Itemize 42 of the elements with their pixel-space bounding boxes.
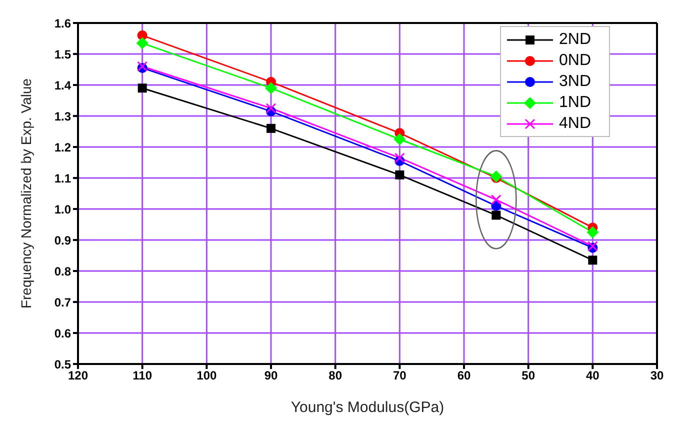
x-axis-title: Young's Modulus(GPa) — [290, 399, 444, 416]
x-tick-label: 60 — [457, 368, 471, 383]
point — [394, 133, 406, 146]
legend-label: 1ND — [559, 93, 592, 112]
legend-label: 2ND — [559, 30, 592, 49]
x-tick-label: 100 — [196, 368, 217, 383]
x-tick-label: 40 — [586, 368, 600, 383]
y-tick-label: 1.4 — [54, 78, 72, 92]
y-tick-label: 0.5 — [54, 357, 72, 372]
y-tick-label: 1.2 — [54, 140, 72, 154]
x-tick-label: 50 — [522, 368, 536, 383]
point — [265, 82, 277, 94]
point — [136, 37, 148, 50]
y-tick-label: 1.3 — [54, 109, 72, 124]
y-tick-label: 0.8 — [54, 264, 72, 278]
x-tick-label: 70 — [392, 368, 407, 383]
y-tick-label: 0.9 — [54, 233, 72, 248]
x-tick-label: 30 — [650, 368, 664, 383]
point — [588, 256, 598, 265]
y-axis-title: Frequency Normalized by Exp. Value — [18, 78, 34, 309]
x-tick-label: 80 — [328, 368, 342, 383]
point — [586, 226, 599, 238]
point — [490, 194, 502, 205]
point — [394, 152, 405, 164]
y-tick-label: 0.6 — [54, 326, 72, 340]
y-tick-label: 1.1 — [54, 171, 72, 186]
x-tick-label: 120 — [68, 368, 88, 383]
y-tick-label: 1.6 — [54, 16, 72, 30]
point — [490, 170, 502, 182]
point — [138, 84, 147, 93]
y-tick-label: 1.0 — [54, 202, 72, 216]
y-tick-label: 0.7 — [54, 295, 72, 310]
x-tick-label: 110 — [132, 368, 152, 383]
legend-label: 4ND — [559, 114, 592, 133]
legend-label: 3ND — [559, 72, 592, 91]
point — [266, 124, 276, 133]
point — [492, 210, 501, 220]
point — [266, 103, 276, 114]
y-tick-label: 1.5 — [54, 47, 72, 62]
legend-label: 0ND — [559, 51, 592, 70]
x-tick-label: 90 — [264, 368, 278, 383]
point — [395, 170, 404, 180]
